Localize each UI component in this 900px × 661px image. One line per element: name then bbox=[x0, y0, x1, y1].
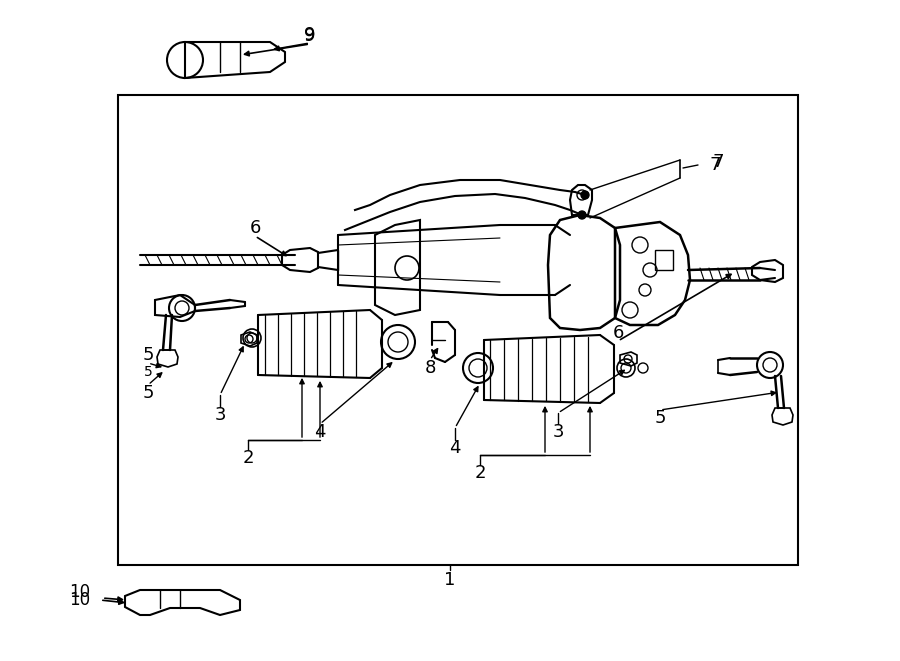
Text: 4: 4 bbox=[314, 423, 326, 441]
Text: 3: 3 bbox=[553, 423, 563, 441]
Text: 8: 8 bbox=[424, 359, 436, 377]
Bar bbox=[655, 250, 673, 270]
Text: 9: 9 bbox=[304, 27, 316, 45]
Text: 5: 5 bbox=[144, 365, 152, 379]
Text: 2: 2 bbox=[474, 464, 486, 482]
Circle shape bbox=[578, 211, 586, 219]
Text: 9: 9 bbox=[304, 26, 316, 44]
Text: 3: 3 bbox=[214, 406, 226, 424]
Text: 5: 5 bbox=[654, 409, 666, 427]
Text: 6: 6 bbox=[612, 324, 624, 342]
Text: 4: 4 bbox=[449, 439, 461, 457]
Text: 2: 2 bbox=[242, 449, 254, 467]
Text: 10: 10 bbox=[69, 583, 91, 601]
Text: 7: 7 bbox=[712, 153, 724, 171]
Text: 10: 10 bbox=[69, 591, 91, 609]
Text: 5: 5 bbox=[142, 384, 154, 402]
Text: 5: 5 bbox=[142, 346, 154, 364]
Bar bbox=[118, 95, 798, 565]
Circle shape bbox=[581, 191, 589, 199]
Text: 1: 1 bbox=[445, 571, 455, 589]
Text: 7: 7 bbox=[709, 156, 721, 174]
Text: 6: 6 bbox=[249, 219, 261, 237]
